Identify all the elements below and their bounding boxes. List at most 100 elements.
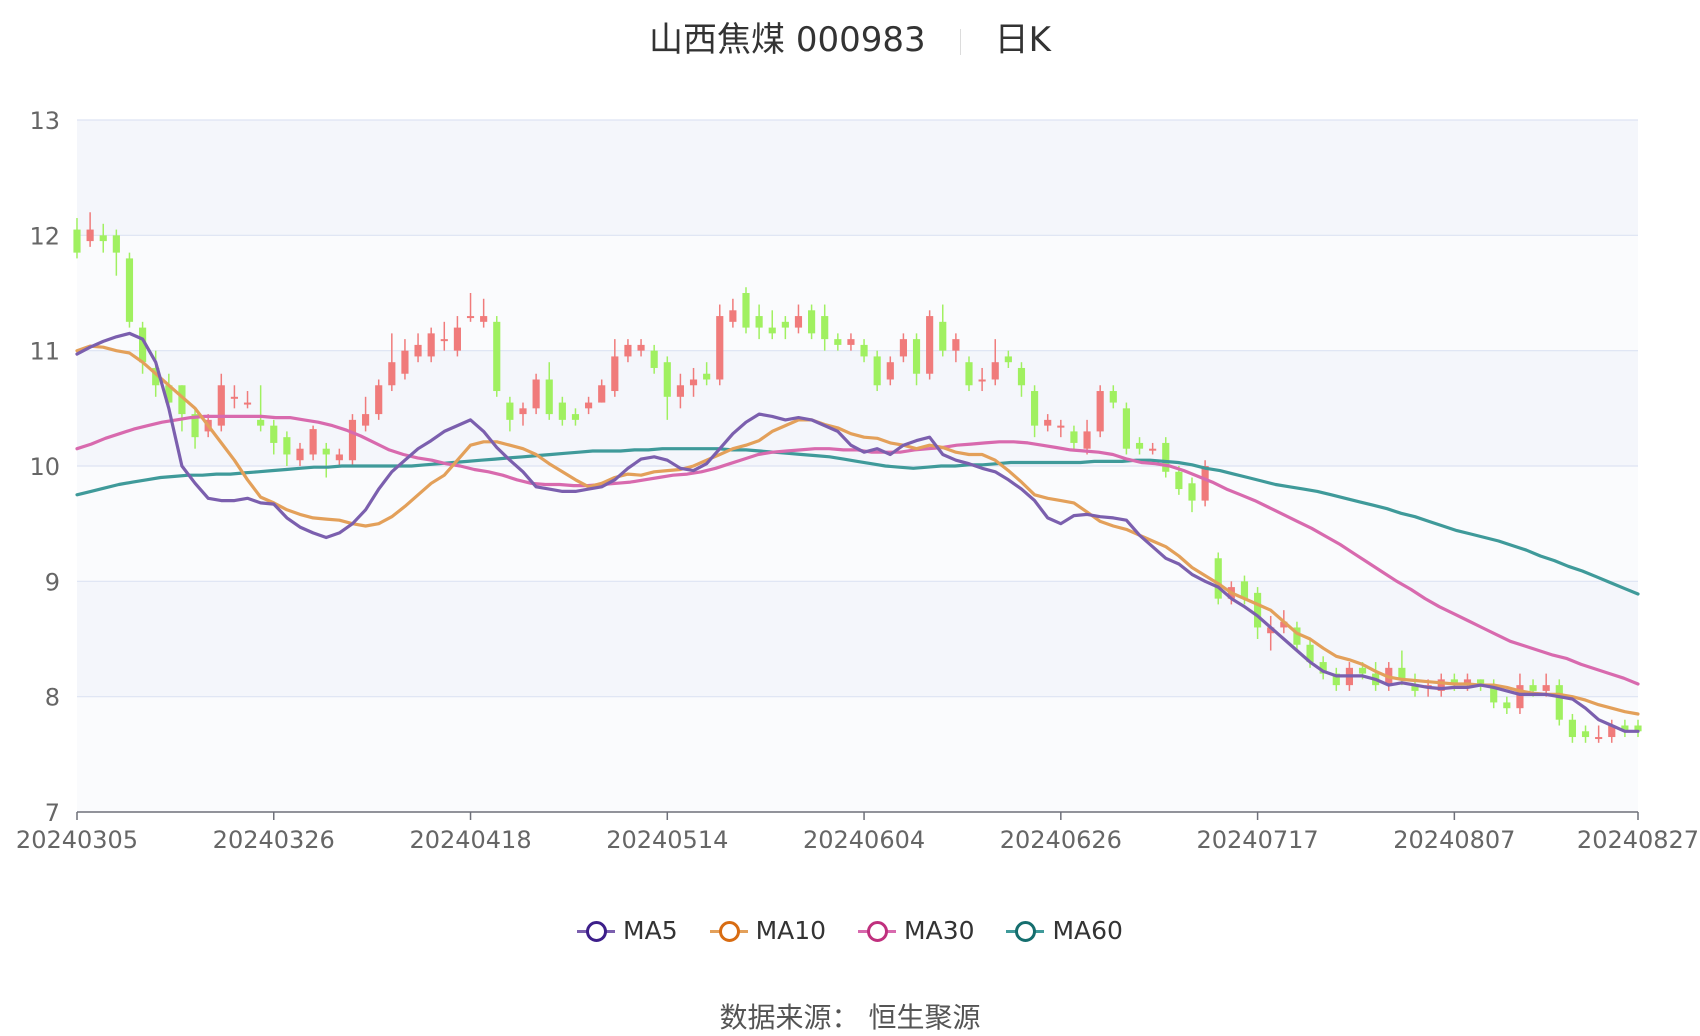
candle-body <box>348 419 357 461</box>
candle-body <box>1162 442 1170 472</box>
x-tick-label: 20240626 <box>1000 826 1122 854</box>
candle-body <box>191 414 199 438</box>
legend-swatch-ma60 <box>1006 920 1045 942</box>
y-tick-label: 9 <box>45 568 60 596</box>
legend-label-ma30: MA30 <box>904 916 975 945</box>
legend-item-ma30[interactable]: MA30 <box>858 916 975 945</box>
candle-body <box>1503 702 1511 709</box>
candle-body <box>270 425 278 443</box>
legend-swatch-ma5 <box>577 920 616 942</box>
candle-body <box>611 356 619 392</box>
candle-body <box>1542 685 1550 691</box>
candle-body <box>322 448 330 455</box>
chart-legend: MA5 MA10 MA30 MA60 <box>0 916 1700 947</box>
ma5-line <box>75 331 1640 733</box>
legend-item-ma60[interactable]: MA60 <box>1006 916 1123 945</box>
candle-body <box>230 396 238 399</box>
candle-body <box>519 408 527 415</box>
plot-band <box>77 466 1638 582</box>
candle-body <box>794 316 803 328</box>
candle-body <box>335 454 343 461</box>
candle-body <box>1240 581 1249 599</box>
x-tick-label: 20240305 <box>16 826 138 854</box>
ma10-line <box>75 344 1640 716</box>
candle-body <box>1568 719 1576 738</box>
candle-body <box>834 339 842 345</box>
candle-body <box>86 229 94 242</box>
candle-body <box>1358 667 1367 674</box>
candle-body <box>1463 679 1472 686</box>
candle-body <box>283 437 291 455</box>
x-tick-label: 20240717 <box>1197 826 1319 854</box>
candle-body <box>598 385 606 403</box>
candle-body <box>493 321 501 392</box>
candle-body <box>1555 685 1563 720</box>
x-tick-label: 20240514 <box>606 826 728 854</box>
candle-body <box>1581 731 1590 738</box>
candlestick-chart: 7 8 9 10 11 12 13 20240305 20240326 20240418 20240… <box>16 107 1699 854</box>
candle-body <box>1149 448 1157 451</box>
candle-body <box>663 362 671 397</box>
candle-body <box>1490 685 1498 703</box>
candle-body <box>1188 483 1196 501</box>
candle-body <box>112 235 120 253</box>
candle-body <box>243 402 252 405</box>
candle-body <box>755 316 763 328</box>
candle-body <box>375 385 383 415</box>
candle-body <box>1109 391 1117 403</box>
ma60-line <box>75 447 1640 596</box>
candle-body <box>1411 685 1419 691</box>
legend-label-ma10: MA10 <box>755 916 827 945</box>
candle-body <box>506 402 514 420</box>
y-tick-label: 7 <box>45 799 60 827</box>
candle-body <box>886 362 894 380</box>
candle-body <box>1175 471 1183 490</box>
legend-item-ma10[interactable]: MA10 <box>709 916 827 945</box>
candle-body <box>139 327 147 363</box>
candle-body <box>742 293 750 328</box>
candle-body <box>545 379 553 415</box>
candle-body <box>257 419 265 426</box>
candle-body <box>860 344 868 357</box>
plot-band <box>77 235 1638 351</box>
candle-body <box>1477 679 1485 686</box>
candle-body <box>1595 737 1603 740</box>
candle-body <box>1634 725 1642 732</box>
candle-body <box>624 344 632 357</box>
legend-label-ma5: MA5 <box>623 916 678 945</box>
candle-body <box>309 429 317 455</box>
candle-body <box>1214 558 1222 599</box>
candle-body <box>899 339 907 357</box>
title-separator <box>959 28 961 55</box>
candle-body <box>178 385 186 415</box>
chart-title-period: 日K <box>994 20 1051 60</box>
y-tick-label: 10 <box>29 453 60 481</box>
candle-body <box>165 385 173 403</box>
x-tick-label: 20240604 <box>803 826 925 854</box>
candle-body <box>152 367 160 386</box>
candle-body <box>125 258 134 322</box>
candle-body <box>440 339 448 342</box>
candle-body <box>388 362 396 386</box>
candle-body <box>1122 408 1130 449</box>
candle-body <box>1319 662 1327 674</box>
y-tick-label: 12 <box>29 222 60 250</box>
plot-band <box>77 350 1638 466</box>
x-tick-label: 20240827 <box>1577 826 1699 854</box>
candle-body <box>453 327 461 351</box>
candle-body <box>781 321 789 328</box>
candle-body <box>1332 673 1340 686</box>
candle-body <box>1450 679 1458 686</box>
candle-body <box>1135 442 1144 449</box>
legend-item-ma5[interactable]: MA5 <box>577 916 678 945</box>
candle-body <box>466 316 475 319</box>
candle-body <box>1044 419 1052 426</box>
candle-body <box>650 350 658 368</box>
candle-body <box>532 379 540 409</box>
candle-body <box>1608 725 1616 738</box>
candle-body <box>1201 466 1209 501</box>
candle-body <box>847 339 855 345</box>
legend-swatch-ma30 <box>858 920 897 942</box>
candle-body <box>1437 679 1445 691</box>
candle-body <box>768 327 776 334</box>
